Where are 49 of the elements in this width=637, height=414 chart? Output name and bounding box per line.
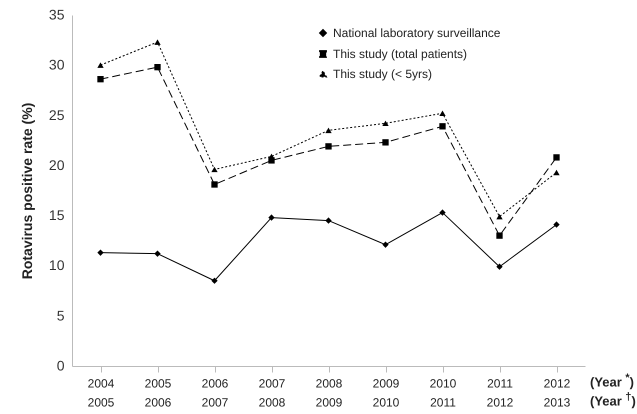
point bbox=[97, 250, 104, 256]
point bbox=[496, 232, 503, 239]
x-tick-label: 2007 2008 bbox=[258, 376, 286, 410]
legend-label: National laboratory surveillance bbox=[333, 26, 501, 40]
point bbox=[382, 241, 389, 248]
y-tick-label: 20 bbox=[48, 156, 65, 173]
point bbox=[496, 264, 503, 270]
point bbox=[439, 123, 446, 130]
text: (Year $^{†}$) bbox=[590, 391, 636, 408]
point bbox=[211, 278, 218, 284]
y-tick-label: 0 bbox=[56, 358, 65, 374]
point bbox=[211, 166, 218, 172]
x-tick-label: 2011 2012 bbox=[486, 376, 514, 410]
y-tick-label: 5 bbox=[56, 307, 65, 324]
point bbox=[97, 76, 104, 82]
x-tick-label: 2009 2010 bbox=[372, 376, 400, 410]
point bbox=[325, 217, 332, 224]
x-tick-label: 2006 2007 bbox=[202, 376, 229, 410]
y-tick-label: 35 bbox=[48, 6, 65, 22]
point bbox=[439, 110, 446, 116]
text: (Year $^{*}$) bbox=[590, 372, 634, 390]
y-tick-label: 30 bbox=[48, 56, 65, 73]
point bbox=[439, 209, 446, 216]
point bbox=[154, 39, 161, 45]
point bbox=[268, 154, 275, 160]
y-tick-label: 15 bbox=[48, 207, 65, 224]
x-tick-label: 2010 2011 bbox=[430, 376, 457, 410]
legend-label: This study (< 5yrs) bbox=[333, 67, 432, 81]
y-axis-title: Rotavirus positive rate (%) bbox=[18, 102, 35, 280]
point bbox=[154, 64, 161, 70]
point bbox=[382, 120, 389, 126]
x-tick-label: 2008 2009 bbox=[316, 376, 343, 410]
x-tick-label: 2012 2013 bbox=[544, 376, 571, 410]
point bbox=[211, 181, 218, 188]
point bbox=[154, 250, 161, 257]
point bbox=[325, 128, 332, 134]
legend-label: This study (total patients) bbox=[333, 47, 468, 61]
point bbox=[382, 139, 389, 146]
x-tick-label: 2004 2005 bbox=[88, 376, 115, 410]
point bbox=[496, 214, 503, 220]
point bbox=[325, 143, 332, 150]
x-tick-label: 2005 2006 bbox=[144, 376, 172, 410]
point bbox=[553, 221, 560, 228]
y-tick-label: 10 bbox=[48, 257, 65, 274]
y-tick-label: 25 bbox=[48, 106, 65, 123]
point bbox=[268, 214, 275, 221]
point bbox=[553, 154, 560, 161]
point bbox=[553, 170, 560, 176]
point bbox=[97, 62, 104, 68]
